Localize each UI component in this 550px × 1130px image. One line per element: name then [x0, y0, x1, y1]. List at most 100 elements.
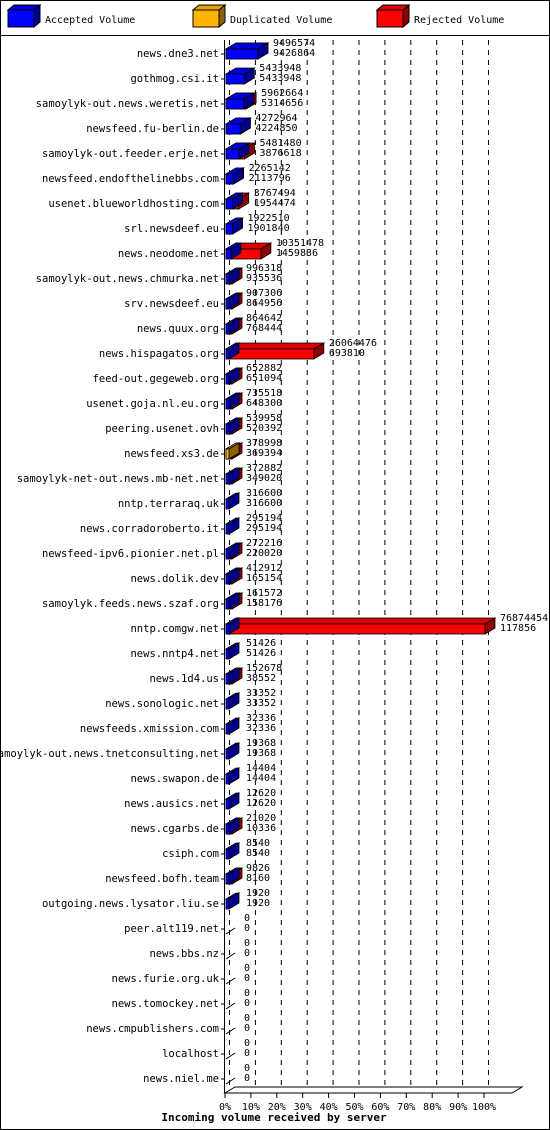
server-label: news.bbs.nz: [149, 948, 219, 960]
bar-rejected-top: [224, 342, 326, 350]
x-tick-label: 80%: [423, 1102, 441, 1113]
bar-accepted: [225, 698, 230, 710]
bar-empty: [225, 1077, 236, 1085]
value-accepted: 0: [244, 1073, 250, 1084]
server-label: news.swapon.de: [130, 773, 219, 785]
server-label: news.quux.org: [137, 323, 219, 335]
value-total: 9496574: [273, 38, 315, 49]
value-accepted: 768444: [246, 323, 282, 334]
value-accepted: 295194: [246, 523, 282, 534]
bar-accepted: [225, 548, 230, 560]
bar-empty: [225, 977, 236, 985]
value-accepted: 1920: [246, 898, 270, 909]
bar-empty: [225, 952, 236, 960]
bar-accepted: [225, 473, 230, 485]
legend-swatch: [7, 9, 35, 28]
value-total: 152678: [246, 663, 282, 674]
value-accepted: 316600: [246, 498, 282, 509]
value-accepted: 117856: [500, 623, 536, 634]
server-label: usenet.goja.nl.eu.org: [86, 398, 219, 410]
value-total: 21020: [246, 813, 276, 824]
bar-accepted: [225, 723, 230, 735]
value-accepted: 4224850: [255, 123, 297, 134]
server-label: newsfeed.fu-berlin.de: [86, 123, 219, 135]
bar-accepted: [225, 173, 234, 185]
value-accepted: 14404: [246, 773, 276, 784]
value-accepted: 32336: [246, 723, 276, 734]
bar-empty: [225, 1002, 236, 1010]
grid: [224, 40, 489, 1093]
value-total: 33352: [246, 688, 276, 699]
bar-accepted: [225, 148, 240, 160]
value-total: 295194: [246, 513, 282, 524]
server-label: news.ausics.net: [124, 798, 219, 810]
server-label: nntp.comgw.net: [130, 623, 219, 635]
legend: Accepted Volume Duplicated Volume Rejected…: [6, 3, 504, 29]
bar-accepted: [225, 423, 230, 435]
value-total: 0: [244, 988, 250, 999]
server-label: newsfeed.endofthelinebbs.com: [42, 173, 219, 185]
value-total: 5962664: [261, 88, 303, 99]
server-label: news.dne3.net: [137, 48, 219, 60]
bar-accepted: [225, 48, 259, 60]
bar-accepted: [225, 823, 230, 835]
server-label: newsfeeds.xmission.com: [80, 723, 219, 735]
server-label: samoylyk-out.news.chmurka.net: [36, 273, 219, 285]
value-total: 0: [244, 1063, 250, 1074]
value-accepted: 2113796: [249, 173, 291, 184]
bar-accepted: [225, 598, 230, 610]
server-label: news.furie.org.uk: [112, 973, 220, 985]
value-accepted: 3876618: [259, 148, 301, 159]
value-accepted: 349020: [246, 473, 282, 484]
server-label: news.hispagatos.org: [99, 348, 219, 360]
value-total: 412912: [246, 563, 282, 574]
server-label: samoylyk-out.feeder.erje.net: [42, 148, 219, 160]
server-label: gothmog.csi.it: [130, 73, 219, 85]
server-label: news.cmpublishers.com: [86, 1023, 219, 1035]
value-total: 76874454: [500, 613, 548, 624]
server-label: newsfeed.xs3.de: [124, 448, 219, 460]
value-accepted: 520392: [246, 423, 282, 434]
value-accepted: 8540: [246, 848, 270, 859]
server-label: srv.newsdeef.eu: [124, 298, 219, 310]
value-accepted: 33352: [246, 698, 276, 709]
server-label: csiph.com: [162, 848, 219, 860]
value-accepted: 8160: [246, 873, 270, 884]
server-label: srl.newsdeef.eu: [124, 223, 219, 235]
value-total: 10351478: [276, 238, 324, 249]
value-total: 735518: [246, 388, 282, 399]
server-label: peer.alt119.net: [124, 923, 219, 935]
bar-accepted: [225, 898, 230, 910]
bar-accepted: [225, 348, 230, 360]
value-accepted: 51426: [246, 648, 276, 659]
x-tick-label: 70%: [397, 1102, 415, 1113]
server-label: news.corradoroberto.it: [80, 523, 219, 535]
value-total: 996318: [246, 263, 282, 274]
value-total: 8540: [246, 838, 270, 849]
bar-accepted: [225, 198, 233, 210]
server-label: samoylyk-net-out.news.mb-net.net: [17, 473, 219, 485]
bar-accepted: [225, 123, 241, 135]
bar-accepted: [225, 298, 230, 310]
value-total: 12620: [246, 788, 276, 799]
value-total: 1920: [246, 888, 270, 899]
x-axis-base: [223, 1086, 524, 1094]
value-accepted: 0: [244, 923, 250, 934]
bar-accepted: [225, 398, 230, 410]
value-total: 0: [244, 1038, 250, 1049]
bar-accepted: [225, 848, 230, 860]
bar-accepted: [225, 448, 230, 460]
legend-label: Accepted Volume: [45, 15, 135, 26]
server-label: nntp.terraraq.uk: [118, 498, 220, 510]
value-accepted: 5433948: [259, 73, 301, 84]
value-total: 3767494: [254, 188, 296, 199]
value-total: 316600: [246, 488, 282, 499]
value-accepted: 38552: [246, 673, 276, 684]
value-total: 652882: [246, 363, 282, 374]
bar-accepted: [225, 373, 230, 385]
value-accepted: 651094: [246, 373, 282, 384]
legend-swatch: [192, 9, 220, 28]
server-label: samoylyk-out.news.weretis.net: [36, 98, 219, 110]
value-accepted: 0: [244, 1023, 250, 1034]
